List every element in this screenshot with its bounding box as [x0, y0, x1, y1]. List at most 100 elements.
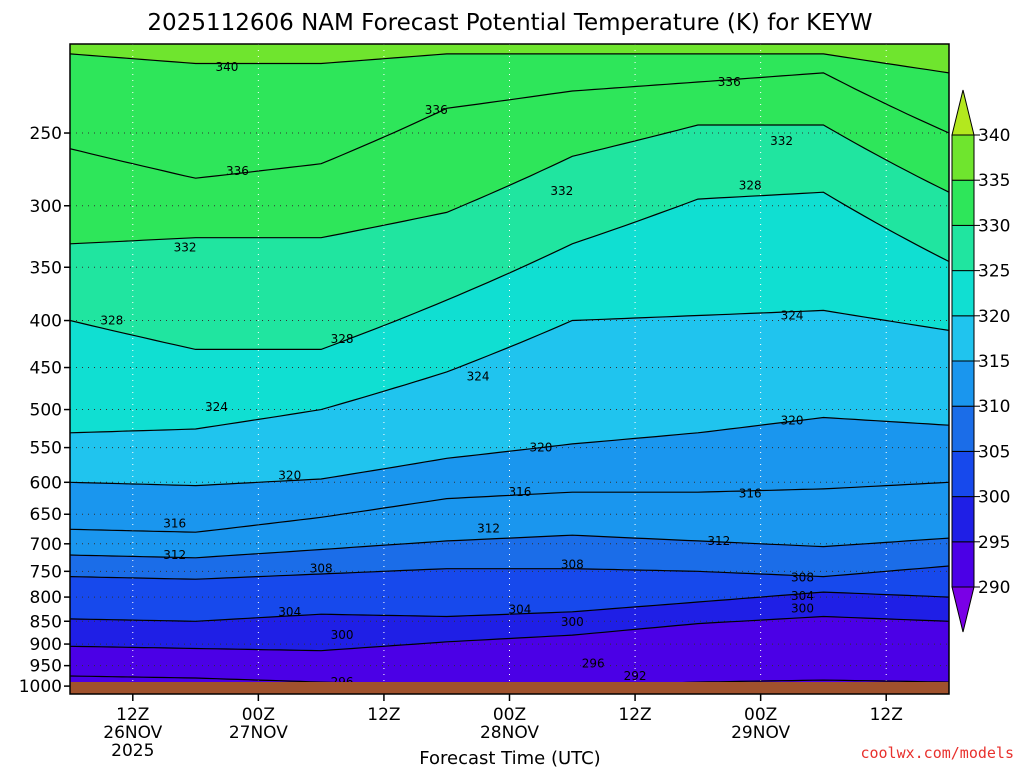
y-tick-label-300: 300: [30, 197, 62, 217]
x-tick-label-6-2: 2025: [111, 741, 154, 761]
colorbar-segment-320: [951, 270, 975, 317]
colorbar-segment-335: [951, 134, 975, 181]
contour-308: [70, 565, 949, 580]
x-tick-label-42-1: 28NOV: [480, 723, 539, 743]
contour-label-28: 300: [331, 628, 354, 642]
field-band-336: [70, 44, 949, 179]
contour-label-11: 324: [467, 369, 490, 383]
y-tick-label-450: 450: [30, 359, 62, 379]
colorbar-label-325: 325: [978, 262, 1010, 282]
theta-contours: [70, 53, 949, 687]
contour-label-33: 292: [624, 669, 647, 683]
x-tick-label-66-1: 29NOV: [731, 723, 790, 743]
x-tick-label-18-0: 00Z: [242, 705, 275, 725]
contour-label-20: 312: [477, 522, 500, 536]
contour-label-26: 304: [509, 602, 532, 616]
contour-label-17: 316: [509, 485, 532, 499]
contour-336: [70, 72, 949, 179]
x-tick-label-6-1: 26NOV: [103, 723, 162, 743]
y-tick-label-650: 650: [30, 505, 62, 525]
contour-label-18: 316: [739, 486, 762, 500]
contour-300: [70, 615, 949, 652]
y-tick-label-850: 850: [30, 612, 62, 632]
contour-label-19: 312: [163, 548, 186, 562]
contour-label-10: 324: [205, 400, 228, 414]
contour-label-24: 308: [791, 571, 814, 585]
y-tick-label-550: 550: [30, 439, 62, 459]
contour-label-6: 332: [770, 134, 793, 148]
ground-strip: [70, 682, 949, 694]
y-tick-label-750: 750: [30, 562, 62, 582]
contour-label-7: 328: [100, 314, 123, 328]
contour-label-22: 308: [310, 562, 333, 576]
contour-label-25: 304: [278, 605, 301, 619]
contour-label-5: 332: [550, 184, 573, 198]
contour-label-16: 316: [163, 516, 186, 530]
contour-label-21: 312: [707, 534, 730, 548]
contour-label-4: 332: [174, 240, 197, 254]
contour-320: [70, 416, 949, 487]
contour-340: [70, 53, 949, 74]
colorbar-label-290: 290: [978, 578, 1010, 598]
x-tick-label-66-0: 00Z: [744, 705, 777, 725]
chart-title: 2025112606 NAM Forecast Potential Temper…: [147, 10, 872, 36]
contour-label-32: 296: [582, 657, 605, 671]
y-tick-label-1000: 1000: [19, 677, 62, 697]
credit-text: coolwx.com/models: [860, 744, 1014, 762]
x-tick-label-30-0: 12Z: [367, 705, 400, 725]
contour-label-30: 300: [791, 601, 814, 615]
contour-label-3: 336: [718, 75, 741, 89]
colorbar-segment-330: [951, 179, 975, 226]
x-tick-label-6-0: 12Z: [116, 705, 149, 725]
contour-label-12: 324: [781, 309, 804, 323]
y-tick-label-400: 400: [30, 312, 62, 332]
y-tick-label-350: 350: [30, 258, 62, 278]
contour-312: [70, 534, 949, 559]
x-tick-label-78-0: 12Z: [870, 705, 903, 725]
y-tick-label-700: 700: [30, 535, 62, 555]
colorbar-label-295: 295: [978, 533, 1010, 553]
contour-labels: 340 336 336 336 332 332 332 328 328 328 324 324 324 3…: [100, 60, 814, 689]
contour-label-27: 304: [791, 589, 814, 603]
colorbar-label-310: 310: [978, 397, 1010, 417]
colorbar-label-305: 305: [978, 442, 1010, 462]
contour-324: [70, 309, 949, 434]
y-axis: 250 300 350 400 450 500 550 600 650 700 750 800 850 9…: [19, 124, 70, 697]
contour-304: [70, 591, 949, 622]
x-tick-label-42-0: 00Z: [493, 705, 526, 725]
grid-lines: [70, 44, 949, 694]
theta-color-field: [70, 44, 949, 694]
colorbar-segment-295: [951, 496, 975, 543]
contour-label-13: 320: [278, 469, 301, 483]
colorbar-extend-top: [951, 89, 975, 136]
colorbar-segment-325: [951, 224, 975, 272]
colorbar-segment-310: [951, 360, 975, 407]
field-band-340: [70, 44, 949, 73]
colorbar-label-330: 330: [978, 216, 1010, 236]
y-tick-label-900: 900: [30, 635, 62, 655]
x-tick-label-54-0: 12Z: [618, 705, 651, 725]
contour-label-1: 336: [226, 164, 249, 178]
contour-label-2: 336: [425, 103, 448, 117]
y-tick-label-950: 950: [30, 657, 62, 677]
contour-label-0: 340: [216, 60, 239, 74]
x-tick-label-18-1: 27NOV: [229, 723, 288, 743]
contour-label-15: 320: [781, 414, 804, 428]
y-tick-label-800: 800: [30, 588, 62, 608]
colorbar-segment-290: [951, 541, 975, 588]
contour-label-29: 300: [561, 615, 584, 629]
contour-328: [70, 191, 949, 350]
colorbar-label-335: 335: [978, 171, 1010, 191]
contour-label-9: 328: [739, 178, 762, 192]
colorbar-segment-305: [951, 405, 975, 452]
colorbar-extend-bottom: [951, 586, 975, 633]
contour-label-8: 328: [331, 332, 354, 346]
x-axis-label: Forecast Time (UTC): [419, 748, 600, 768]
colorbar-segment-300: [951, 450, 975, 498]
contour-label-14: 320: [529, 441, 552, 455]
colorbar-label-320: 320: [978, 307, 1010, 327]
contour-316: [70, 481, 949, 533]
colorbar-label-340: 340: [978, 126, 1010, 146]
